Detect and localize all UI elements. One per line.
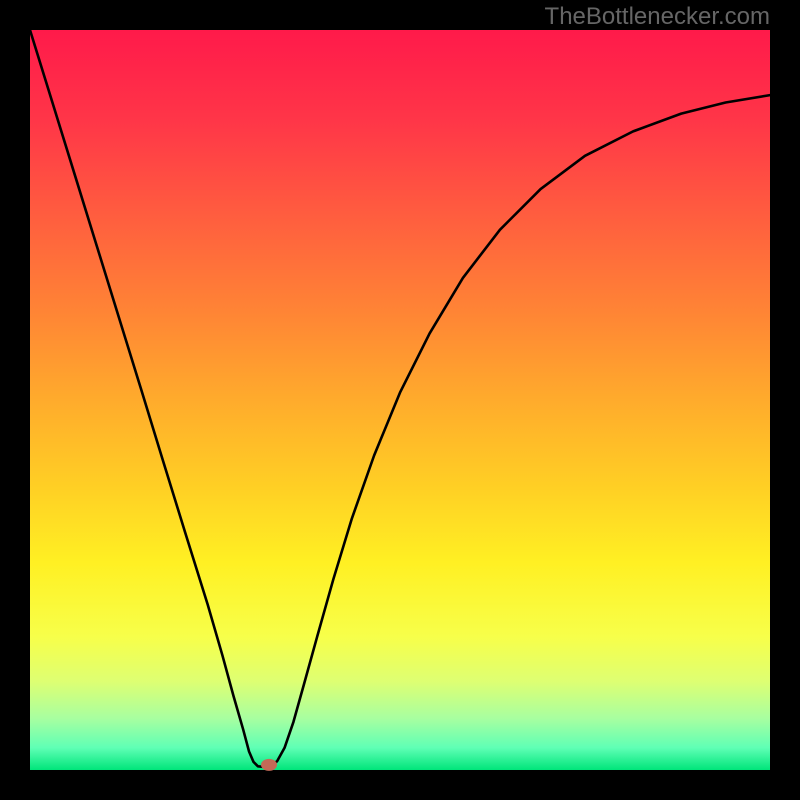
optimum-marker (261, 759, 277, 771)
chart-svg: TheBottlenecker.com (0, 0, 800, 800)
bottleneck-chart: TheBottlenecker.com (0, 0, 800, 800)
watermark-text: TheBottlenecker.com (545, 3, 770, 30)
plot-background (30, 30, 770, 770)
